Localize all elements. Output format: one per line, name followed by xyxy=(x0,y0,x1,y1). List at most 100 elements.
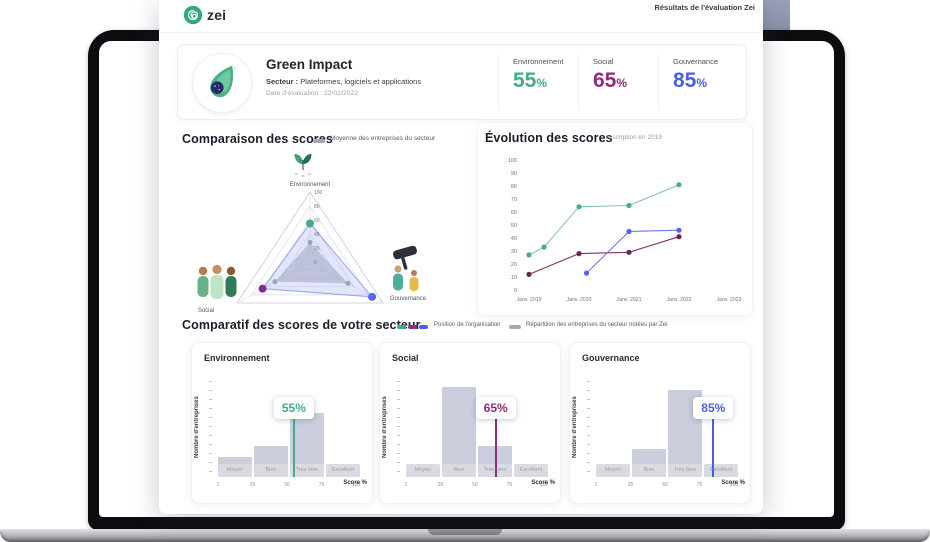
x-tick: 1 xyxy=(404,482,408,488)
score-label: Social xyxy=(593,57,614,66)
bar-plot: Moyen Bien Très bien Excellent 65% xyxy=(402,377,552,477)
evolution-subtitle: Inscription en 2019 xyxy=(607,134,662,141)
radar-point xyxy=(272,279,278,285)
radar-tick: 60 xyxy=(314,218,320,224)
laptop-base xyxy=(0,529,930,542)
gavel-people-icon xyxy=(393,246,419,291)
company-sector: Secteur : Plateformes, logiciels et appl… xyxy=(266,77,496,86)
radar-axis-label: Environnement xyxy=(290,182,331,188)
bar-category-pill: Très bien xyxy=(290,464,324,477)
score-value: 65 xyxy=(593,69,617,92)
avatar xyxy=(192,53,252,113)
evo-ytick: 80 xyxy=(511,184,517,190)
sector-average-legend-swatch xyxy=(313,139,325,143)
comparison-title: Comparaison des scores xyxy=(182,132,333,146)
x-axis-label: Score % xyxy=(343,480,367,486)
x-axis-ticks: 1 25 50 75 100 xyxy=(214,482,364,491)
evo-ytick: 50 xyxy=(511,223,517,229)
radar-axis-label: Social xyxy=(198,308,214,314)
score-label-box: 85% xyxy=(693,397,734,419)
chart-title: Environnement xyxy=(204,353,270,363)
bar-category-pill: Moyen xyxy=(406,464,440,477)
x-axis-label: Score % xyxy=(721,480,745,486)
evo-ytick: 70 xyxy=(511,197,517,203)
radar-svg: 100 80 60 40 20 0 Environnement Social Gouvernan… xyxy=(198,182,427,314)
score-line xyxy=(292,419,295,477)
radar-grid xyxy=(250,205,370,296)
evo-ytick: 30 xyxy=(511,249,517,255)
evo-point xyxy=(676,182,682,188)
x-tick: 50 xyxy=(472,482,478,488)
evo-point xyxy=(576,204,582,210)
sector-legend-label: Répartition des entreprises du secteur n… xyxy=(526,322,668,328)
evo-point xyxy=(576,251,582,257)
evo-ytick: 60 xyxy=(511,210,517,216)
sector-chart-card-gouvernance: Gouvernance Nombre d'entreprises Moyen Bi… xyxy=(569,342,751,504)
x-tick: 25 xyxy=(437,482,444,488)
evo-ytick: 10 xyxy=(511,275,517,281)
bar-category-pill: Très bien xyxy=(668,464,702,477)
x-tick: 75 xyxy=(696,482,703,488)
radar-point xyxy=(258,284,267,293)
score-value: 85 xyxy=(673,69,697,92)
evo-xtick: Janv. 2021 xyxy=(617,297,642,303)
evo-point xyxy=(583,270,590,276)
org-legend-swatch-blue xyxy=(419,325,428,329)
evo-xtick: Janv. 2020 xyxy=(567,297,592,303)
evo-point xyxy=(526,252,532,258)
results-title: Résultats de l'évaluation Zei xyxy=(654,3,755,12)
evo-point xyxy=(626,228,632,235)
evo-point xyxy=(526,271,532,277)
sector-label: Secteur : xyxy=(266,77,299,86)
bar-category-pill: Bien xyxy=(254,464,288,477)
score-social: Social 65% xyxy=(578,55,658,109)
sector-legend-swatch xyxy=(509,325,521,329)
score-label: Gouvernance xyxy=(673,57,719,66)
evo-ytick: 100 xyxy=(508,158,517,164)
logo-text: zei xyxy=(207,7,227,23)
radar-point xyxy=(307,239,313,245)
laptop-base-notch xyxy=(428,529,502,535)
sector-chart-card-social: Social Nombre d'entreprises Moyen Bien Trè… xyxy=(379,342,561,504)
sector-value: Plateformes, logiciels et applications xyxy=(300,77,422,86)
evolution-title: Évolution des scores xyxy=(485,131,613,145)
score-line xyxy=(494,419,497,477)
score-line xyxy=(712,419,715,477)
evo-ytick: 0 xyxy=(514,288,517,294)
x-tick: 25 xyxy=(249,482,256,488)
org-legend-swatch-green xyxy=(397,325,406,329)
bar-category-pill: Moyen xyxy=(218,464,252,477)
plant-sprout-icon xyxy=(294,154,312,177)
bar-plot: Moyen Bien Très bien Excellent 55% xyxy=(214,377,364,477)
org-legend-label: Position de l'organisation xyxy=(434,322,501,328)
score-gouvernance: Gouvernance 85% xyxy=(658,55,738,109)
score-environnement: Environnement 55% xyxy=(498,55,578,109)
score-label-box: 65% xyxy=(475,397,516,419)
radar-tick: 100 xyxy=(314,190,323,196)
radar-chart: 100 80 60 40 20 0 Environnement Social Gouvernan… xyxy=(184,146,444,320)
evo-point xyxy=(541,244,547,250)
bar-category-pill: Excellent xyxy=(326,464,360,477)
score-unit: % xyxy=(536,76,548,90)
bar-category-pill: Excellent xyxy=(514,464,548,477)
radar-tick: 20 xyxy=(314,246,320,252)
x-tick: 75 xyxy=(318,482,325,488)
x-tick: 100 xyxy=(729,482,739,488)
evo-ytick: 40 xyxy=(511,236,517,242)
evo-line-Social xyxy=(528,236,680,275)
x-tick: 100 xyxy=(539,482,549,488)
chart-title: Social xyxy=(392,353,419,363)
evo-point xyxy=(676,234,682,240)
y-axis-label: Nombre d'entreprises xyxy=(382,396,388,458)
score-summary: Environnement 55% Social 65% Gouvernance… xyxy=(498,55,738,109)
chart-title: Gouvernance xyxy=(582,353,640,363)
evaluation-date: Date d'évaluation : 22/02/2022 xyxy=(266,90,496,97)
dashboard-panel: zei Résultats de l'évaluation Zei Green … xyxy=(159,0,763,514)
y-axis-label: Nombre d'entreprises xyxy=(572,396,578,458)
bar-category-pill: Excellent xyxy=(704,464,738,477)
score-label: Environnement xyxy=(513,57,564,66)
score-unit: % xyxy=(696,76,708,90)
x-axis-ticks: 1 25 50 75 100 xyxy=(592,482,742,491)
x-tick: 1 xyxy=(216,482,220,488)
